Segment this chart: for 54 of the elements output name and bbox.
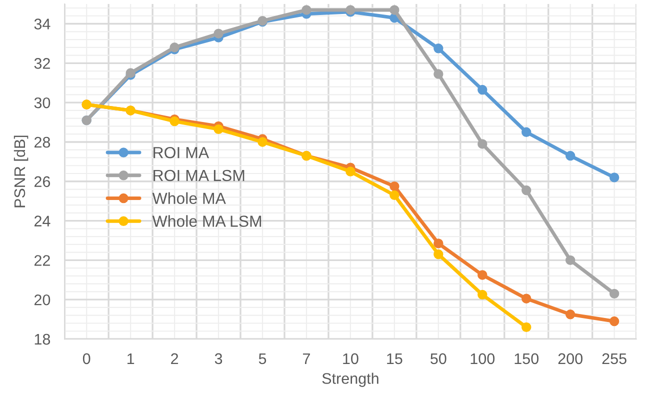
y-tick-label: 32 xyxy=(34,58,50,69)
point xyxy=(565,255,576,266)
x-axis-title: Strength xyxy=(322,372,378,387)
point xyxy=(214,124,224,134)
point xyxy=(522,127,532,137)
x-tick-label: 100 xyxy=(470,353,495,364)
x-tick-label: 2 xyxy=(171,353,178,364)
x-tick-label: 0 xyxy=(82,353,90,364)
point xyxy=(346,166,356,176)
point xyxy=(609,316,620,326)
x-tick-label: 1 xyxy=(127,353,134,364)
y-tick-label: 26 xyxy=(34,176,50,188)
point xyxy=(478,270,488,280)
x-tick-label: 50 xyxy=(430,353,446,364)
x-tick-label: 5 xyxy=(258,353,266,364)
point xyxy=(434,249,444,260)
point xyxy=(390,190,400,200)
x-tick-label: 255 xyxy=(602,353,626,364)
y-tick-label: 20 xyxy=(34,294,50,306)
point xyxy=(434,44,444,54)
y-axis-title: PSNR [dB] xyxy=(14,136,28,208)
y-tick-label: 28 xyxy=(34,136,50,148)
y-tick-label: 34 xyxy=(34,18,50,30)
legend-label: ROI MA LSM xyxy=(154,170,244,182)
x-tick-label: 200 xyxy=(558,353,582,364)
point xyxy=(434,238,444,248)
x-tick-label: 7 xyxy=(303,353,310,364)
point xyxy=(302,5,312,15)
point xyxy=(609,288,620,299)
point xyxy=(478,84,488,95)
x-tick-label: 3 xyxy=(214,353,222,364)
y-tick-label: 30 xyxy=(34,97,50,108)
y-tick-label: 24 xyxy=(34,216,50,226)
point xyxy=(434,69,444,79)
point xyxy=(478,290,488,300)
point xyxy=(565,150,576,161)
legend-label: Whole MA xyxy=(152,192,226,204)
legend-label: ROI MA xyxy=(154,146,210,158)
legend-label: Whole MA LSM xyxy=(152,215,262,227)
point xyxy=(522,322,532,332)
point xyxy=(565,310,576,320)
x-tick-label: 150 xyxy=(514,353,539,364)
point xyxy=(390,5,400,15)
point xyxy=(522,185,532,196)
point xyxy=(258,137,268,147)
x-tick-label: 10 xyxy=(343,353,358,364)
y-tick-label: 22 xyxy=(34,255,50,266)
point xyxy=(390,181,400,192)
point xyxy=(478,139,488,149)
x-tick-label: 15 xyxy=(387,353,402,364)
point xyxy=(214,28,224,38)
y-tick-label: 18 xyxy=(34,334,50,345)
point xyxy=(609,172,620,182)
point xyxy=(522,294,532,304)
